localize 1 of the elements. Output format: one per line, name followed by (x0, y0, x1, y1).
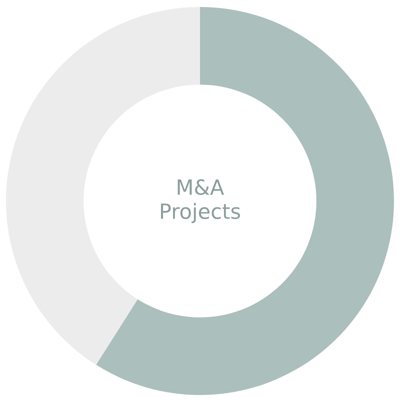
text: M&A Projects (160, 179, 240, 224)
